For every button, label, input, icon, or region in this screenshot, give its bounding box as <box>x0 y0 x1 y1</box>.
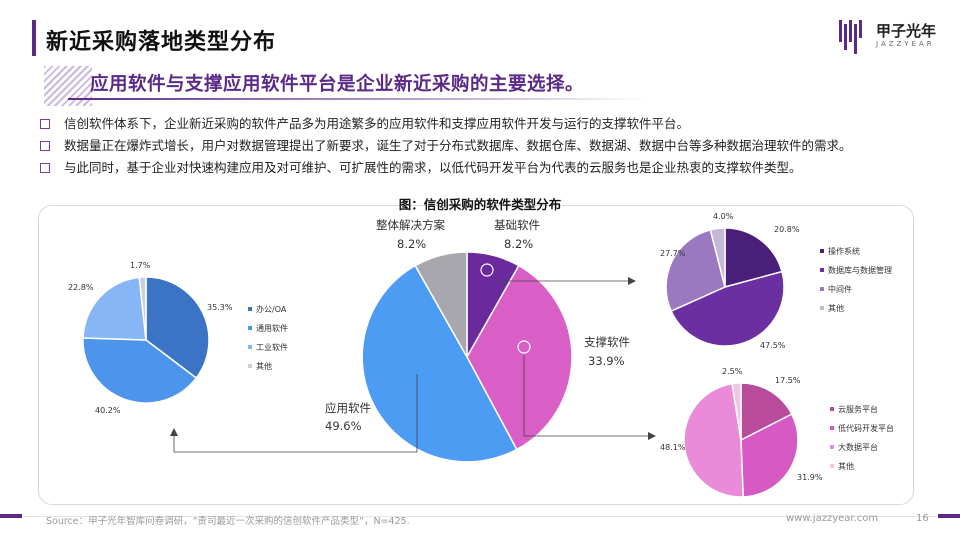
pie-slice-sub1 <box>145 276 210 380</box>
bullet-list: 信创软件体系下，企业新近采购的软件产品多为用途繁多的应用软件和支撑应用软件开发与… <box>40 116 940 182</box>
chart-panel <box>38 205 914 505</box>
legend-label: 云服务平台 <box>838 404 878 414</box>
legend-label: 其他 <box>828 303 844 313</box>
brand-logo-subtext: JAZZYEAR <box>876 40 935 48</box>
arrow-head <box>170 428 178 436</box>
brand-logo-text: 甲子光年 <box>876 22 937 40</box>
value-label: 48.1% <box>660 443 686 452</box>
page-number: 16 <box>916 513 929 524</box>
connector-line <box>523 355 648 437</box>
pie-slice-main <box>414 251 468 360</box>
bullet-text: 信创软件体系下，企业新近采购的软件产品多为用途繁多的应用软件和支撑应用软件开发与… <box>64 116 690 131</box>
value-label: 17.5% <box>775 376 801 385</box>
pie-slice-sub3 <box>731 382 742 441</box>
headline: 应用软件与支撑应用软件平台是企业新近采购的主要选择。 <box>90 74 585 95</box>
value-label: 47.5% <box>760 341 786 350</box>
source-note: Source：甲子光年智库问卷调研，“贵司最近一次采购的信创软件产品类型”，N=… <box>46 516 410 527</box>
value-label: 49.6% <box>325 419 362 433</box>
legend-swatch <box>248 326 252 330</box>
value-label: 31.9% <box>797 473 823 482</box>
pie-slice-sub3 <box>683 382 744 498</box>
title-accent-bar <box>32 20 36 56</box>
bullet-item: 与此同时，基于企业对快速构建应用及对可维护、可扩展性的需求，以低代码开发平台为代… <box>40 160 940 182</box>
headline-underline <box>68 98 648 100</box>
value-label: 8.2% <box>397 237 426 251</box>
category-label: 基础软件 <box>494 218 540 232</box>
category-label: 支撑软件 <box>584 335 630 349</box>
value-label: 20.8% <box>774 225 800 234</box>
value-label: 2.5% <box>722 367 743 376</box>
legend-swatch <box>830 426 834 430</box>
legend-label: 数据库与数据管理 <box>828 265 892 275</box>
website-link[interactable]: www.jazzyear.com <box>786 513 879 524</box>
footer-accent-right <box>938 514 960 518</box>
brand-logo <box>839 20 862 54</box>
pie-slice-sub3 <box>740 382 793 442</box>
pie-slice-sub2 <box>724 227 783 288</box>
legend-swatch <box>820 287 824 291</box>
bullet-square-icon <box>40 141 50 151</box>
pie-slice-sub2 <box>709 227 726 288</box>
chart-title: 图：信创采购的软件类型分布 <box>398 197 562 212</box>
pie-slice-sub3 <box>740 413 799 498</box>
category-label: 应用软件 <box>325 401 371 415</box>
connector-line <box>173 374 418 453</box>
bullet-text: 与此同时，基于企业对快速构建应用及对可维护、可扩展性的需求，以低代码开发平台为代… <box>64 160 802 175</box>
legend-label: 通用软件 <box>256 323 288 333</box>
legend-swatch <box>830 445 834 449</box>
legend-label: 操作系统 <box>828 246 860 256</box>
pie-slice-sub1 <box>138 276 147 341</box>
marker-circle <box>480 263 494 277</box>
arrow-head <box>628 277 636 285</box>
category-label: 整体解决方案 <box>376 218 445 232</box>
legend-swatch <box>248 345 252 349</box>
legend-label: 大数据平台 <box>838 442 878 452</box>
legend-label: 低代码开发平台 <box>838 423 894 433</box>
value-label: 35.3% <box>207 303 233 312</box>
pie-slice-sub1 <box>82 276 147 341</box>
bullet-square-icon <box>40 163 50 173</box>
marker-circle <box>517 340 531 354</box>
bullet-square-icon <box>40 119 50 129</box>
legend-swatch <box>248 307 252 311</box>
bullet-item: 数据量正在爆炸式增长，用户对数据管理提出了新要求，诞生了对于分布式数据库、数据仓… <box>40 138 940 160</box>
legend-label: 其他 <box>256 361 272 371</box>
value-label: 1.7% <box>130 261 151 270</box>
value-label: 22.8% <box>68 283 94 292</box>
pie-slice-sub1 <box>82 337 198 404</box>
arrow-head <box>648 432 656 440</box>
legend-swatch <box>248 364 252 368</box>
page-title: 新近采购落地类型分布 <box>46 30 277 55</box>
legend-swatch <box>820 306 824 310</box>
legend-label: 其他 <box>838 461 854 471</box>
value-label: 8.2% <box>504 237 533 251</box>
legend-swatch <box>830 407 834 411</box>
legend-swatch <box>820 249 824 253</box>
marker-circle <box>410 360 424 374</box>
value-label: 33.9% <box>588 354 625 368</box>
legend-label: 办公/OA <box>256 304 287 314</box>
legend-label: 中间件 <box>828 284 852 294</box>
pie-slice-sub2 <box>665 228 726 313</box>
value-label: 40.2% <box>95 406 121 415</box>
pie-slice-main <box>361 264 518 463</box>
legend-swatch <box>820 268 824 272</box>
bullet-text: 数据量正在爆炸式增长，用户对数据管理提出了新要求，诞生了对于分布式数据库、数据仓… <box>64 138 852 153</box>
pie-slice-sub2 <box>670 270 785 347</box>
legend-swatch <box>830 464 834 468</box>
bullet-item: 信创软件体系下，企业新近采购的软件产品多为用途繁多的应用软件和支撑应用软件开发与… <box>40 116 940 138</box>
value-label: 27.7% <box>660 249 686 258</box>
footer-divider <box>0 516 960 517</box>
footer-accent-left <box>0 514 22 518</box>
legend-label: 工业软件 <box>256 342 288 352</box>
value-label: 4.0% <box>713 212 734 221</box>
